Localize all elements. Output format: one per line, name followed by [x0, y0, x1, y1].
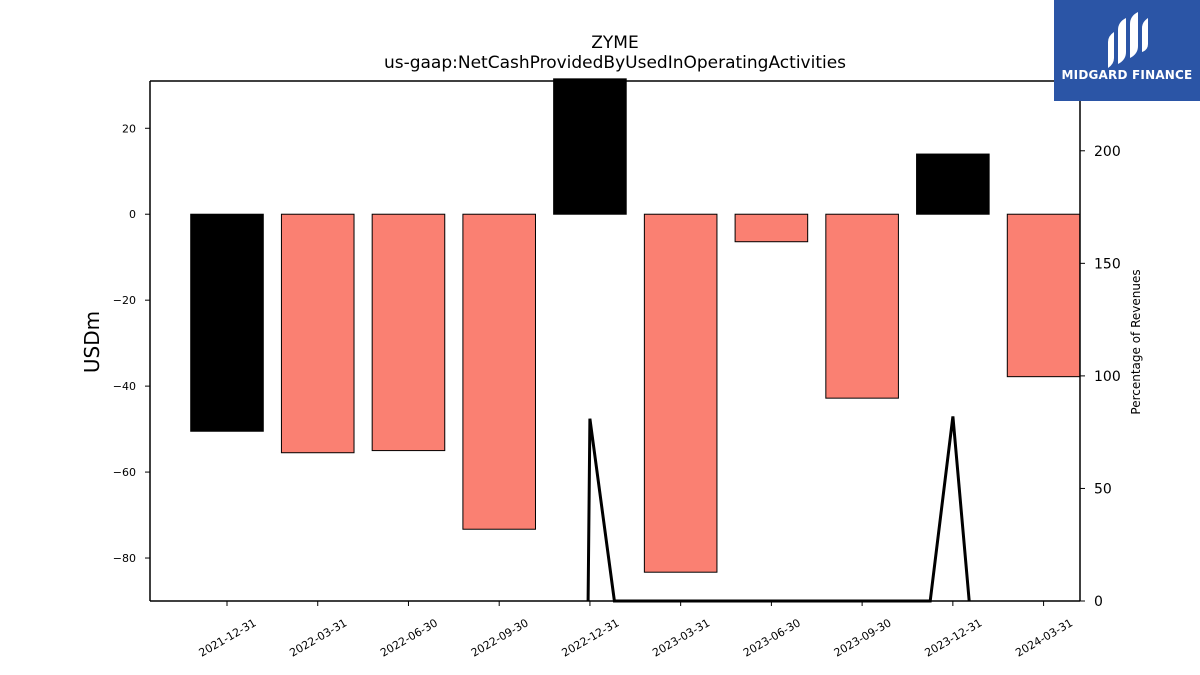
x-tick-label-2022-03-31: 2022-03-31 — [287, 616, 349, 659]
y-tick-label--40: −40 — [113, 380, 136, 393]
bar-2021-12-31 — [190, 213, 264, 432]
y2-tick-label-100: 100 — [1094, 369, 1121, 385]
chart-title: ZYME — [591, 33, 638, 53]
bar-2022-03-31 — [280, 213, 355, 454]
y2-axis-label: Percentage of Revenues — [1129, 269, 1143, 414]
brand-logo: MIDGARD FINANCE — [1054, 0, 1200, 101]
bar-2023-06-30 — [734, 213, 809, 243]
bar-2022-06-30 — [371, 213, 446, 452]
y-tick-label-20: 20 — [122, 122, 136, 135]
x-tick-label-2021-12-31: 2021-12-31 — [197, 616, 259, 659]
x-tick-label-2022-09-30: 2022-09-30 — [469, 616, 531, 659]
brand-name: MIDGARD FINANCE — [1061, 68, 1193, 82]
chart-subtitle: us-gaap:NetCashProvidedByUsedInOperating… — [384, 53, 846, 73]
bar-2022-12-31 — [553, 78, 627, 215]
y2-tick-label-50: 50 — [1094, 481, 1112, 497]
bars-layer — [190, 78, 1081, 573]
y2-tick-label-0: 0 — [1094, 594, 1103, 610]
y-tick-label-0: 0 — [129, 208, 136, 221]
bar-2023-12-31 — [916, 153, 990, 215]
bar-2022-09-30 — [462, 213, 536, 530]
midgard-logo-icon — [1108, 12, 1148, 68]
x-tick-label-2022-12-31: 2022-12-31 — [560, 616, 622, 659]
bar-2023-09-30 — [825, 213, 899, 399]
bar-2023-03-31 — [643, 213, 718, 573]
x-tick-label-2023-03-31: 2023-03-31 — [650, 616, 712, 659]
x-tick-label-2023-12-31: 2023-12-31 — [922, 616, 984, 659]
bar-2024-03-31 — [1006, 213, 1081, 378]
x-tick-label-2023-06-30: 2023-06-30 — [741, 616, 803, 659]
x-tick-label-2023-09-30: 2023-09-30 — [832, 616, 894, 659]
y2-tick-label-150: 150 — [1094, 256, 1121, 272]
y-tick-label--60: −60 — [113, 466, 136, 479]
x-tick-label-2022-06-30: 2022-06-30 — [378, 616, 440, 659]
y-tick-label--80: −80 — [113, 552, 136, 565]
y2-tick-label-200: 200 — [1094, 144, 1121, 160]
y-tick-label--20: −20 — [113, 294, 136, 307]
y-axis-label: USDm — [80, 311, 104, 373]
x-tick-label-2024-03-31: 2024-03-31 — [1013, 616, 1075, 659]
